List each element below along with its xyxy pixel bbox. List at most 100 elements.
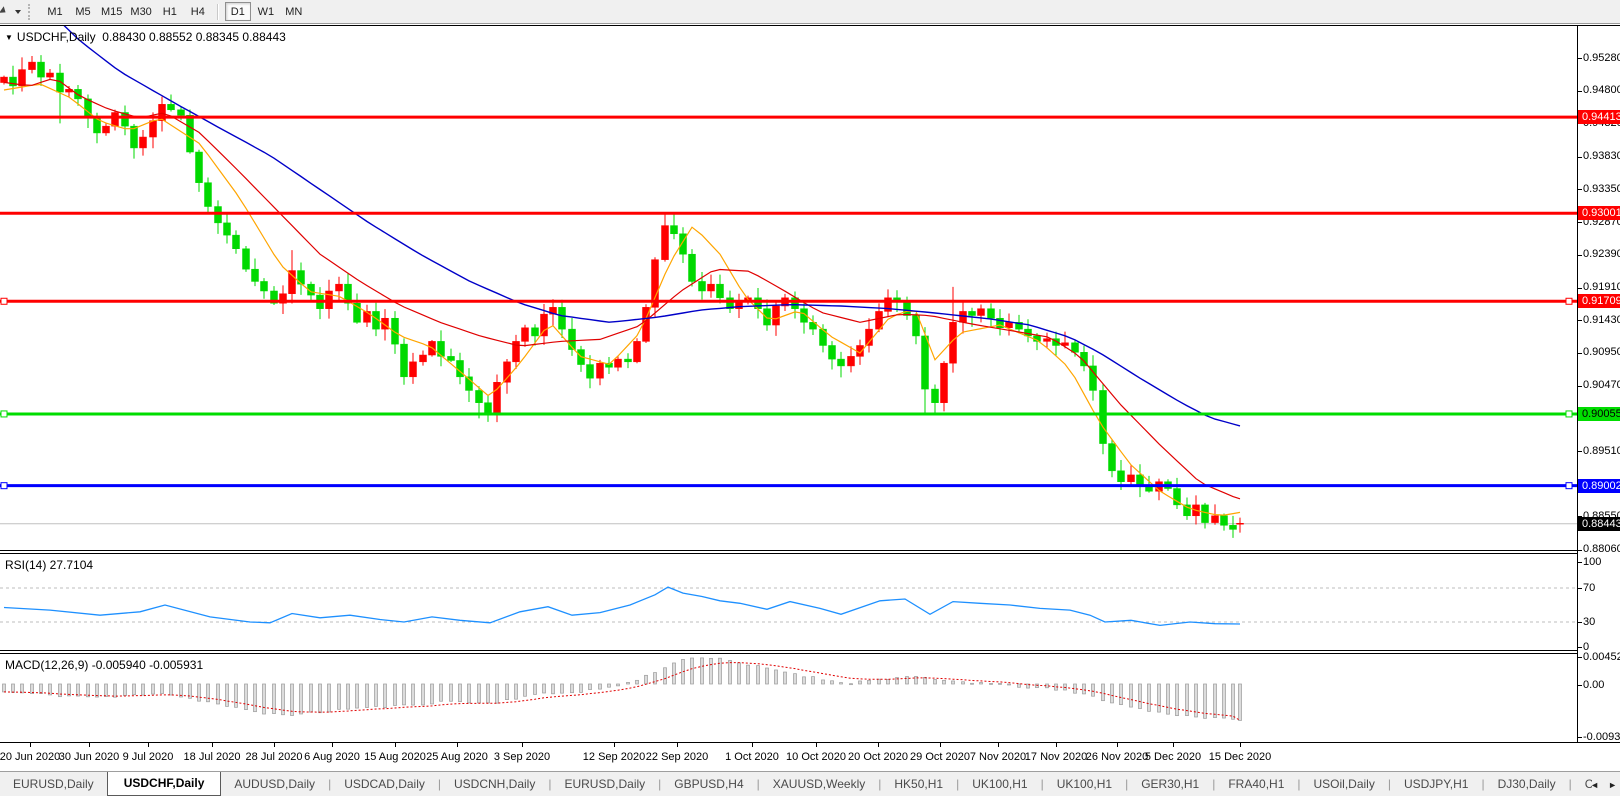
time-axis[interactable]: 20 Jun 2020 30 Jun 2020 9 Jul 2020 18 Jul 2… <box>0 743 1620 771</box>
tab-USDCNH-Daily[interactable]: USDCNH,Daily <box>454 777 536 791</box>
main-rsi-separator[interactable] <box>0 550 1577 551</box>
main-rsi-separator-2[interactable] <box>0 553 1577 554</box>
hline-handle[interactable] <box>0 482 8 490</box>
timeframe-button-H1[interactable]: H1 <box>162 6 177 18</box>
hline-0.91709[interactable] <box>0 297 1577 305</box>
axis-tick <box>1578 588 1582 589</box>
tab-USOil-Daily[interactable]: USOil,Daily <box>1313 777 1375 791</box>
price-axis-label: 0.91430 <box>1583 313 1620 326</box>
tab-separator: | <box>1125 777 1129 791</box>
rsi-axis-label: 70 <box>1583 581 1596 594</box>
rsi-pane-canvas[interactable] <box>0 554 1577 650</box>
price-axis-label: 0.89510 <box>1583 444 1620 457</box>
axis-tick <box>1578 254 1582 256</box>
time-axis-tick <box>614 743 615 747</box>
tab-USDJPY-H1[interactable]: USDJPY,H1 <box>1403 777 1469 791</box>
chart-bottom-border <box>0 742 1620 743</box>
hline-handle[interactable] <box>0 297 8 305</box>
macd-pane-canvas[interactable] <box>0 654 1577 742</box>
axis-tick <box>1578 222 1582 224</box>
macd-indicator-label: MACD(12,26,9) -0.005940 -0.005931 <box>5 658 204 672</box>
toolbar-grip-handle[interactable] <box>28 3 33 20</box>
hline-handle[interactable] <box>1565 482 1573 490</box>
tab-UK100-H1[interactable]: UK100,H1 <box>1056 777 1113 791</box>
tab-scroll-right-icon[interactable]: ► <box>1608 780 1617 790</box>
cursor-tool-icon[interactable] <box>0 4 13 20</box>
time-axis-tick <box>522 743 523 747</box>
time-axis-tick <box>457 743 458 747</box>
tab-EURUSD-Daily[interactable]: EURUSD,Daily <box>564 777 646 791</box>
timeframe-button-D1[interactable]: D1 <box>224 2 251 21</box>
tab-scroll-left-icon[interactable]: ◄ <box>1590 780 1600 790</box>
tab-XAUUSD-Weekly[interactable]: XAUUSD,Weekly <box>772 777 866 791</box>
hline-0.90055[interactable] <box>0 410 1577 418</box>
tab-separator: | <box>548 777 552 791</box>
tab-EURUSD-Daily[interactable]: EURUSD,Daily <box>13 777 94 791</box>
rsi-axis-label: 100 <box>1583 555 1602 568</box>
tab-CHINA300-H1[interactable]: CHINA300,H1 <box>1572 773 1592 796</box>
time-axis-label: 29 Oct 2020 <box>910 751 970 763</box>
tab-USDCHF-Daily[interactable]: USDCHF,Daily <box>106 772 222 796</box>
timeframe-button-MN[interactable]: MN <box>285 6 303 18</box>
tab-USDCAD-Daily[interactable]: USDCAD,Daily <box>344 777 425 791</box>
tab-separator: | <box>1568 777 1572 791</box>
timeframe-button-M15[interactable]: M15 <box>101 6 123 18</box>
time-axis-label: 3 Sep 2020 <box>493 751 551 763</box>
rsi-macd-separator[interactable] <box>0 650 1577 651</box>
time-axis-label: 1 Oct 2020 <box>725 751 779 763</box>
tab-separator: | <box>1297 777 1301 791</box>
price-axis-label: 0.91910 <box>1583 281 1620 294</box>
price-axis-label: 0.88060 <box>1583 543 1620 556</box>
timeframe-button-M5[interactable]: M5 <box>75 6 91 18</box>
timeframe-button-H4[interactable]: H4 <box>190 6 205 18</box>
time-axis-tick <box>148 743 149 747</box>
time-axis-label: 20 Jun 2020 <box>0 751 61 763</box>
tab-separator: | <box>328 777 332 791</box>
chart-ohlc-values: 0.88430 0.88552 0.88345 0.88443 <box>102 30 286 44</box>
time-axis-tick <box>878 743 879 747</box>
hline-price-flag: 0.91709 <box>1578 294 1620 309</box>
price-axis-label: 0.95280 <box>1583 51 1620 64</box>
hline-handle[interactable] <box>1565 410 1573 418</box>
timeframe-button-W1[interactable]: W1 <box>257 6 275 18</box>
hline-handle[interactable] <box>1565 297 1573 305</box>
tab-HK50-H1[interactable]: HK50,H1 <box>894 777 944 791</box>
main-chart-canvas[interactable] <box>0 26 1577 550</box>
tab-AUDUSD-Daily[interactable]: AUDUSD,Daily <box>234 777 316 791</box>
chart-menu-triangle-icon[interactable]: ▼ <box>5 33 13 42</box>
chevron-down-icon[interactable] <box>15 9 21 14</box>
tab-separator: | <box>756 777 760 791</box>
tab-GBPUSD-H4[interactable]: GBPUSD,H4 <box>674 777 744 791</box>
hline-handle[interactable] <box>0 410 8 418</box>
tab-GER30-H1[interactable]: GER30,H1 <box>1141 777 1200 791</box>
axis-tick <box>1578 549 1582 551</box>
timeframe-button-M30[interactable]: M30 <box>130 6 152 18</box>
axis-tick <box>1578 562 1582 563</box>
current-price-flag: 0.88443 <box>1578 516 1620 531</box>
axis-tick <box>1578 385 1582 387</box>
macd-axis-label: -0.009348 <box>1583 730 1620 743</box>
timeframe-button-M1[interactable]: M1 <box>47 6 63 18</box>
tab-UK100-H1[interactable]: UK100,H1 <box>972 777 1028 791</box>
price-axis-label: 0.90950 <box>1583 346 1620 359</box>
rsi-macd-separator-2[interactable] <box>0 653 1577 654</box>
time-axis-tick <box>332 743 333 747</box>
tab-DJ30-Daily[interactable]: DJ30,Daily <box>1497 777 1556 791</box>
tab-FRA40-H1[interactable]: FRA40,H1 <box>1228 777 1285 791</box>
price-axis-label: 0.93830 <box>1583 150 1620 163</box>
tab-separator: | <box>956 777 960 791</box>
price-axis-label: 0.94800 <box>1583 84 1620 97</box>
price-axis-label: 0.92390 <box>1583 248 1620 261</box>
axis-tick <box>1578 657 1582 658</box>
time-axis-label: 10 Oct 2020 <box>786 751 846 763</box>
price-scale[interactable]: 0.952800.948000.943200.938300.933500.928… <box>1578 26 1620 743</box>
time-axis-label: 6 Aug 2020 <box>304 751 360 763</box>
time-axis-tick <box>752 743 753 747</box>
time-axis-label: 17 Nov 2020 <box>1024 751 1088 763</box>
tab-separator: | <box>1481 777 1485 791</box>
time-axis-tick <box>89 743 90 747</box>
hline-price-flag: 0.89002 <box>1578 478 1620 493</box>
time-axis-tick <box>1173 743 1174 747</box>
hline-0.89002[interactable] <box>0 482 1577 490</box>
